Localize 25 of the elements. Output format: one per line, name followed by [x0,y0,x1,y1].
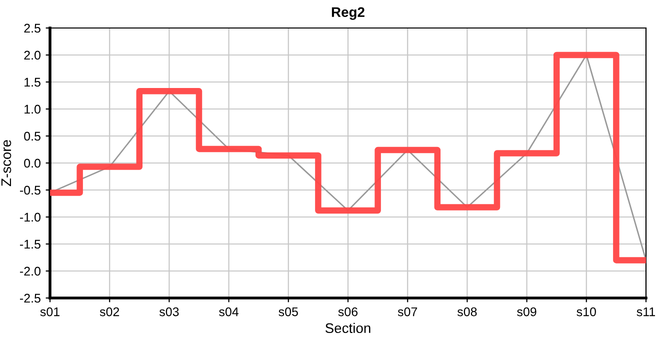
y-tick-label: 1.5 [24,78,40,87]
x-tick-label: s06 [338,307,358,316]
y-tick-label: -2.0 [20,266,40,276]
y-tick-label: 2.0 [24,50,40,60]
x-tick-label: s11 [636,307,656,316]
y-tick-label: -1.5 [20,240,40,249]
x-tick-label: s04 [219,307,239,316]
x-tick-label: s05 [278,307,298,316]
y-tick-label: 1.0 [24,104,40,114]
x-tick-label: s01 [40,307,60,316]
chart-title: Reg2 [332,7,364,20]
x-tick-label: s08 [457,307,477,316]
y-tick-label: -0.5 [20,186,40,195]
x-tick-label: s09 [517,307,536,316]
x-tick-label: s10 [576,307,596,316]
y-tick-label: 2.5 [24,24,40,33]
y-tick-label: 0.5 [24,132,40,141]
x-tick-label: s07 [398,307,418,316]
y-tick-label: -1.0 [20,212,40,222]
x-axis-title: Section [325,322,370,334]
y-tick-label: 0.0 [24,158,40,168]
y-tick-label: -2.5 [20,294,40,303]
x-tick-label: s02 [100,307,120,316]
y-axis-title: Z-score [1,140,12,186]
x-tick-label: s03 [159,307,179,316]
